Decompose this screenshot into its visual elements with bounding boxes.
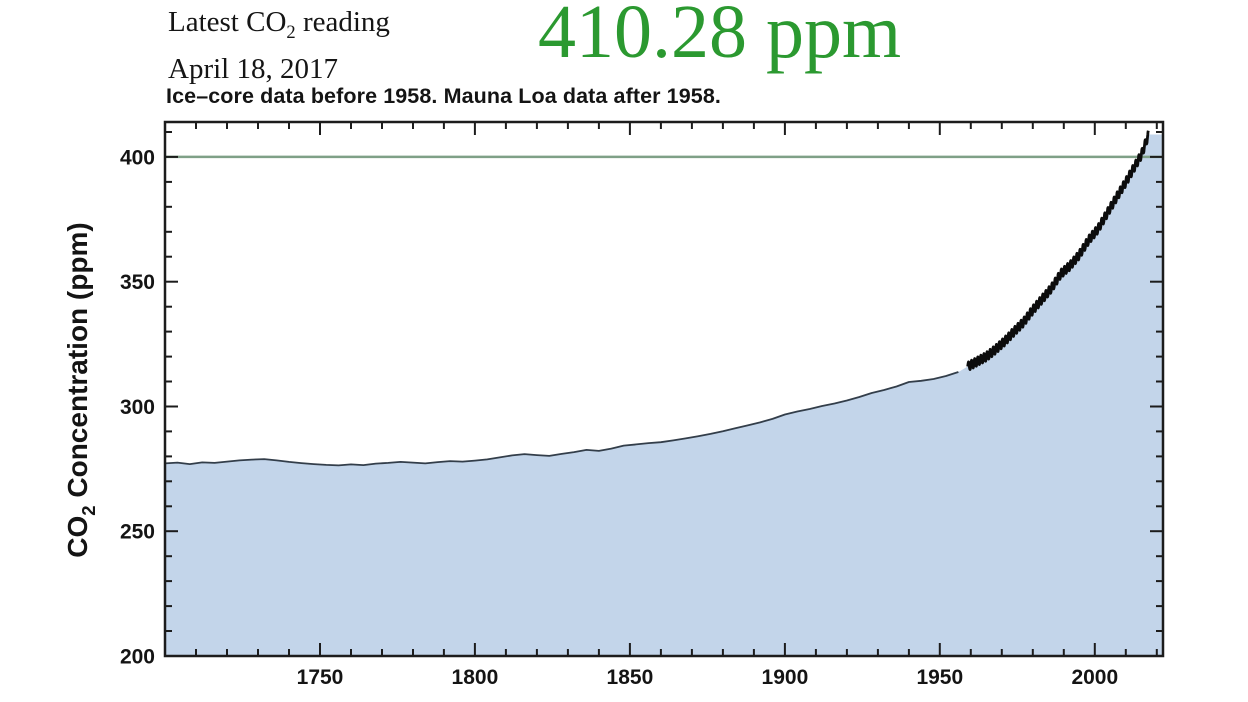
- svg-text:1900: 1900: [762, 666, 809, 689]
- latest-reading-date: April 18, 2017: [168, 53, 338, 86]
- svg-text:1950: 1950: [916, 666, 963, 689]
- svg-text:400: 400: [120, 146, 155, 169]
- svg-text:250: 250: [120, 521, 155, 544]
- svg-text:300: 300: [120, 396, 155, 419]
- svg-text:350: 350: [120, 271, 155, 294]
- svg-text:1750: 1750: [297, 666, 344, 689]
- chart-subtitle: Ice–core data before 1958. Mauna Loa dat…: [166, 84, 721, 108]
- co2-reading-value: 410.28 ppm: [538, 0, 902, 74]
- latest-reading-block: Latest CO2 reading April 18, 2017: [168, 4, 390, 87]
- svg-text:2000: 2000: [1071, 666, 1118, 689]
- area-fill: [165, 134, 1163, 656]
- svg-text:1800: 1800: [452, 666, 499, 689]
- co2-subscript: 2: [286, 22, 296, 44]
- tick-labels: 1750 1800 1850 1900 1950 2000 200 250 300 350 400: [120, 146, 1118, 689]
- svg-text:200: 200: [120, 646, 155, 669]
- svg-text:1850: 1850: [607, 666, 654, 689]
- latest-reading-label: Latest CO2 reading: [168, 6, 390, 44]
- chart-frame: [163, 120, 1165, 658]
- ice-core-line: [164, 371, 959, 467]
- mauna-loa-line: [966, 130, 1150, 371]
